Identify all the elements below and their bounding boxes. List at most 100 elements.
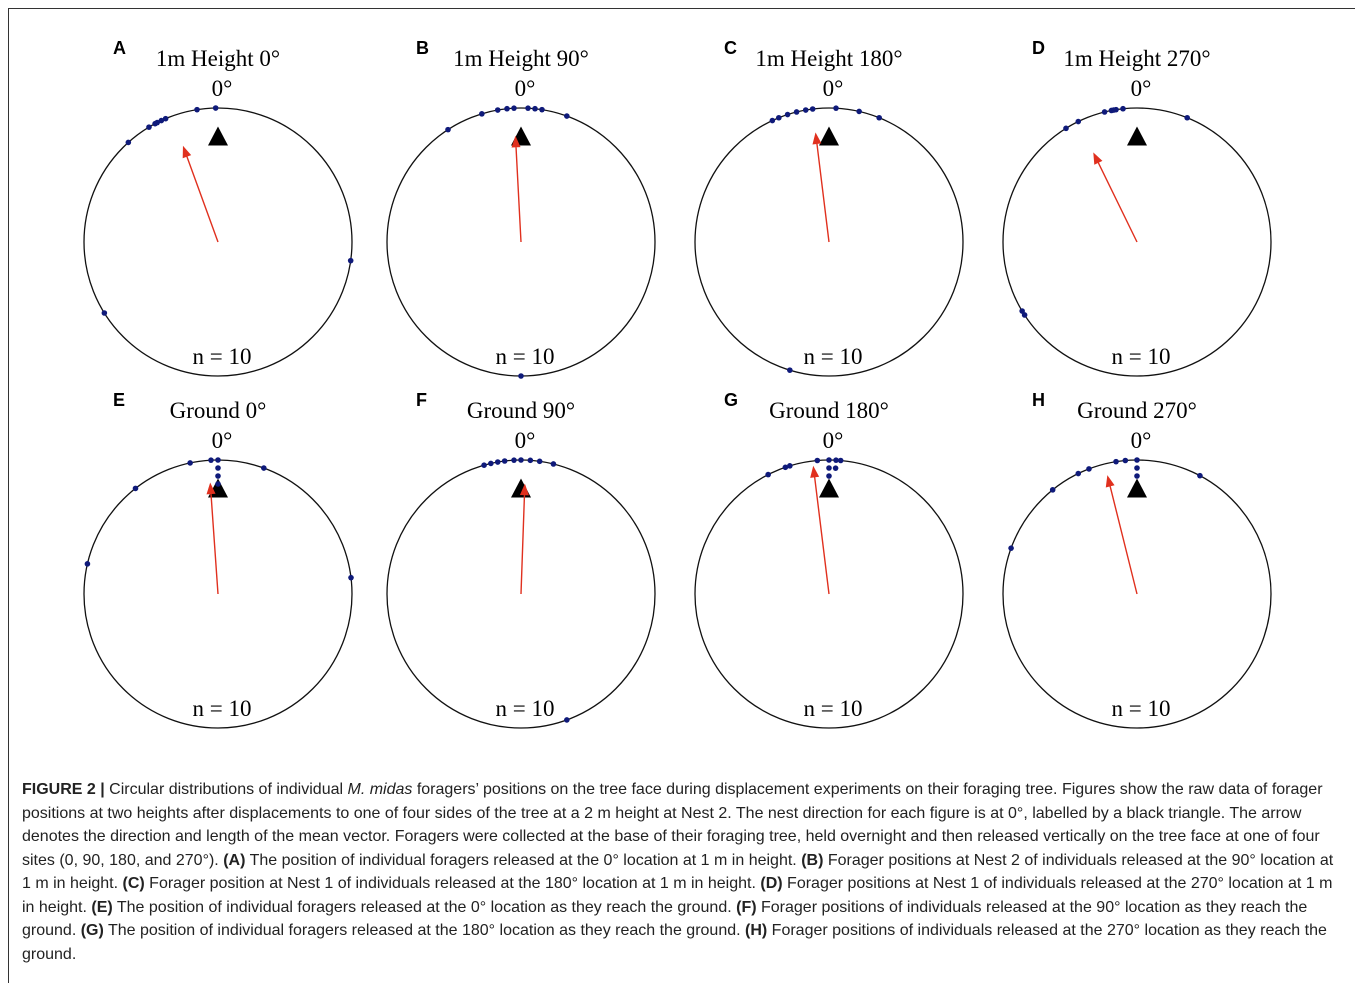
data-point	[826, 457, 832, 463]
data-point	[787, 367, 793, 373]
n-label: n = 10	[193, 696, 252, 721]
data-point	[194, 106, 200, 113]
data-point	[445, 126, 451, 133]
panel-letter: F	[416, 390, 427, 410]
data-point	[261, 465, 267, 471]
caption-text: (G)	[80, 922, 104, 939]
panel: E Ground 0° 0° n = 10	[83, 390, 354, 729]
data-point	[479, 111, 485, 117]
data-point	[518, 457, 524, 463]
data-point	[802, 107, 809, 113]
data-point	[125, 139, 132, 146]
north-label: 0°	[515, 428, 536, 453]
n-label: n = 10	[496, 696, 555, 721]
caption-text: Forager positions of individuals release…	[22, 898, 1308, 940]
data-point	[146, 124, 152, 130]
caption-text: (C)	[122, 875, 145, 892]
caption-text: (F)	[736, 898, 757, 916]
caption-text: Forager positions at Nest 2 of individua…	[22, 851, 1334, 893]
data-point	[1075, 118, 1082, 125]
data-point	[1122, 457, 1129, 464]
caption-text: (E)	[91, 898, 113, 916]
data-point	[809, 106, 816, 112]
n-label: n = 10	[496, 344, 555, 369]
mean-vector	[1093, 152, 1138, 243]
data-point	[504, 105, 510, 112]
panel: A 1m Height 0° 0° n = 10	[83, 38, 354, 377]
data-point	[162, 115, 169, 122]
panel: C 1m Height 180° 0° n = 10	[694, 38, 964, 377]
data-point	[793, 109, 800, 115]
north-label: 0°	[823, 428, 844, 453]
n-label: n = 10	[193, 344, 252, 369]
panel-title: Ground 180°	[769, 398, 889, 423]
data-point	[1101, 109, 1108, 115]
data-point	[536, 458, 543, 465]
panel-letter: E	[113, 390, 125, 410]
caption-text: Forager position at Nest 1 of individual…	[144, 875, 761, 892]
data-point	[1063, 125, 1069, 132]
mean-vector	[810, 465, 830, 595]
data-point	[784, 111, 791, 118]
caption: FIGURE 2 | Circular distributions of ind…	[22, 778, 1337, 966]
data-point	[765, 471, 771, 478]
panel-letter: A	[113, 38, 126, 58]
panel-title: 1m Height 0°	[156, 46, 280, 71]
panel-letter: G	[724, 390, 738, 410]
data-point	[84, 561, 91, 567]
data-point	[769, 117, 776, 124]
data-point	[1075, 470, 1082, 477]
data-point	[1021, 312, 1028, 318]
data-point	[525, 105, 531, 111]
data-point	[348, 574, 354, 581]
panel: G Ground 180° 0° n = 10	[694, 390, 964, 729]
mean-vector	[519, 483, 529, 595]
data-point	[833, 105, 839, 111]
data-point	[501, 458, 508, 464]
panel-letter: D	[1032, 38, 1045, 58]
data-point	[776, 114, 782, 121]
data-point	[511, 457, 517, 463]
data-point	[158, 117, 165, 124]
caption-text: Circular distributions of individual	[109, 781, 348, 798]
circle-outline	[694, 107, 964, 377]
data-point	[527, 457, 534, 464]
data-point	[787, 463, 793, 469]
caption-text: (D)	[760, 875, 783, 892]
data-point	[814, 457, 821, 464]
north-label: 0°	[212, 428, 233, 453]
caption-text: foragers’ positions on the tree face dur…	[22, 781, 1323, 869]
figure-frame	[8, 8, 1355, 983]
nest-triangle	[1127, 126, 1147, 146]
north-label: 0°	[212, 76, 233, 101]
panel-letter: B	[416, 38, 429, 58]
data-point	[532, 105, 538, 112]
north-label: 0°	[1131, 428, 1152, 453]
caption-text: (B)	[801, 851, 824, 869]
data-point	[132, 485, 139, 492]
panel: D 1m Height 270° 0° n = 10	[1002, 38, 1272, 377]
panel: F Ground 90° 0° n = 10	[386, 390, 656, 729]
mean-vector	[182, 145, 219, 243]
panel-letter: C	[724, 38, 737, 58]
caption-text: The position of individual foragers rele…	[112, 898, 737, 916]
caption-text: FIGURE 2 |	[22, 781, 110, 798]
data-point	[564, 113, 570, 119]
data-point	[494, 107, 501, 113]
data-point	[1110, 107, 1117, 113]
data-point	[832, 465, 839, 471]
data-point	[215, 473, 221, 479]
data-point	[1086, 466, 1092, 472]
data-point	[1197, 472, 1203, 479]
panel: H Ground 270° 0° n = 10	[1002, 390, 1272, 729]
data-point	[215, 465, 221, 471]
data-point	[1008, 545, 1014, 551]
data-point	[101, 310, 108, 316]
n-label: n = 10	[804, 344, 863, 369]
north-label: 0°	[823, 76, 844, 101]
n-label: n = 10	[1112, 344, 1171, 369]
data-point	[1120, 105, 1126, 112]
caption-text: The position of individual foragers rele…	[245, 851, 802, 869]
data-point	[511, 105, 517, 111]
